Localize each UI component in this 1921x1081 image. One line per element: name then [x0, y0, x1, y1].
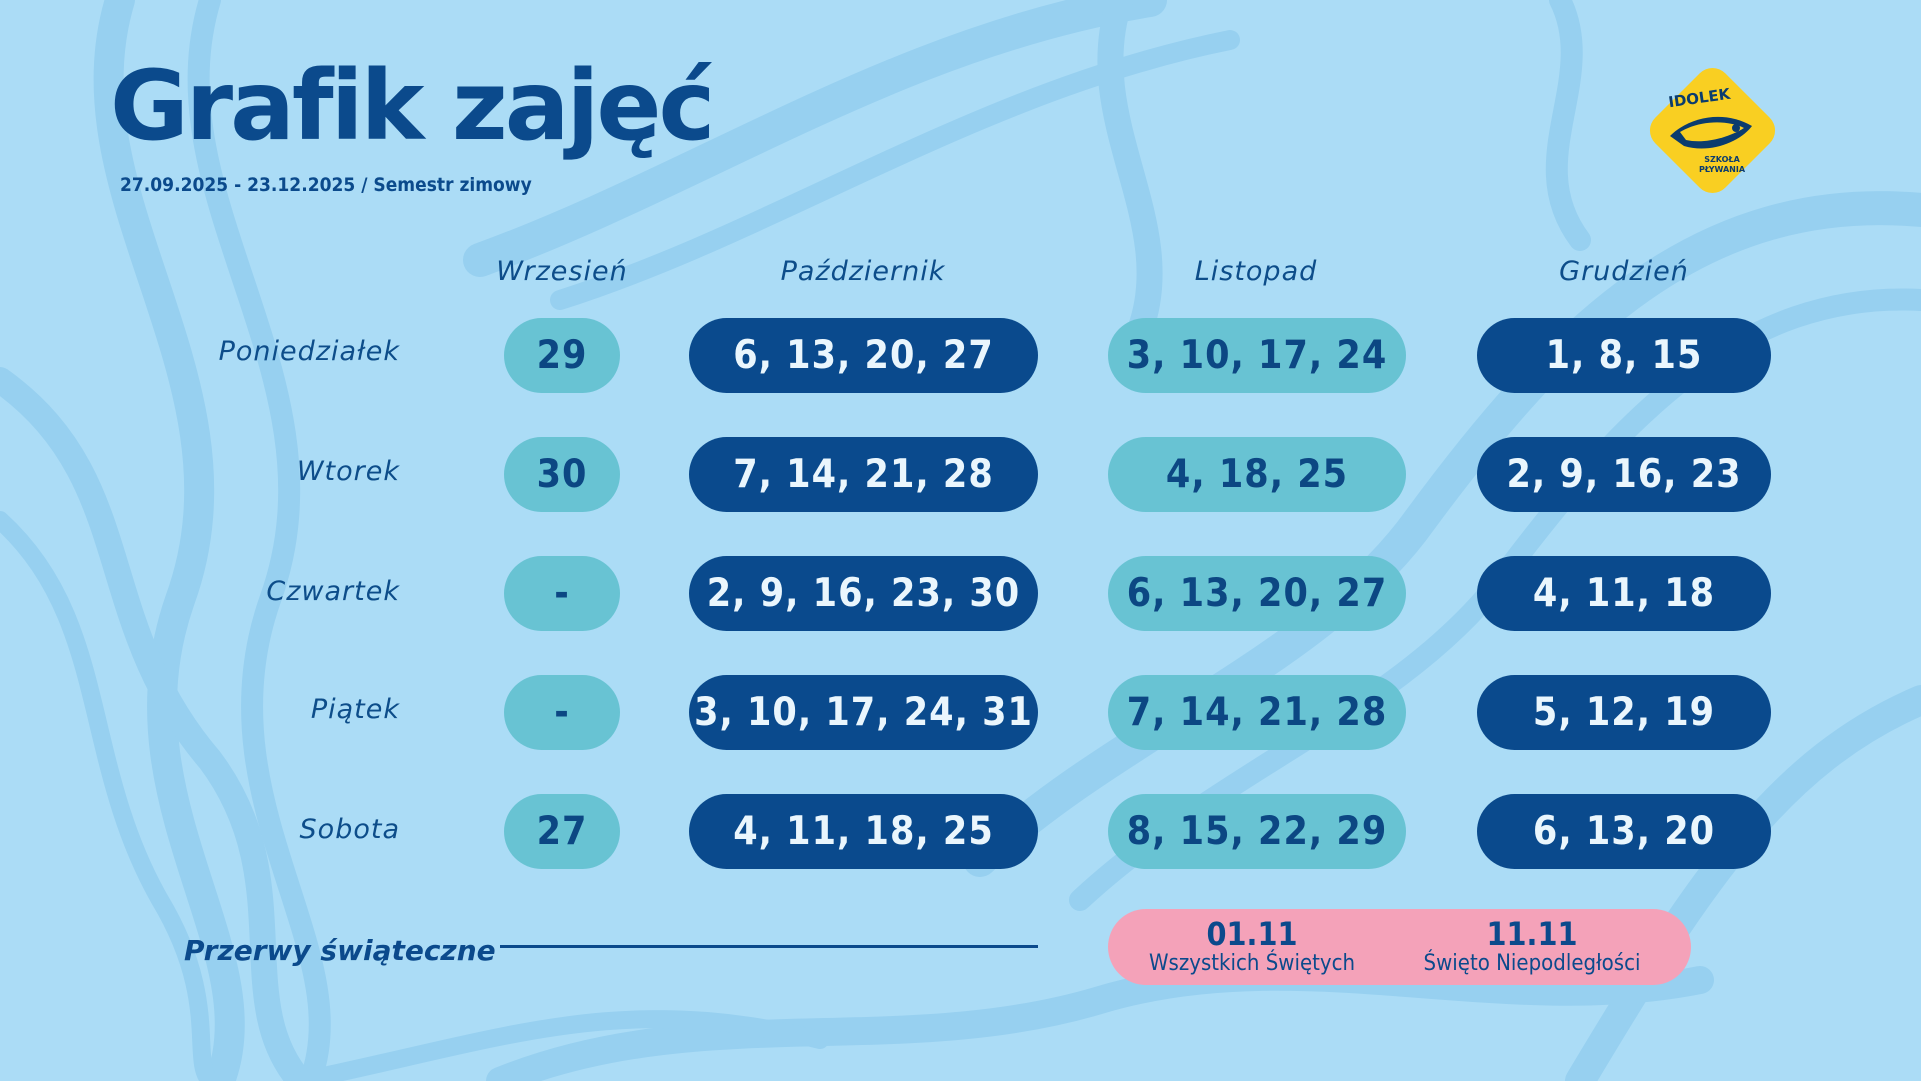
schedule-cell-tuesday-november: 4, 18, 25	[1108, 437, 1406, 512]
schedule-cell-monday-september: 29	[504, 318, 620, 393]
month-header-october: Październik	[780, 256, 946, 287]
day-label-monday: Poniedziałek	[218, 336, 400, 367]
schedule-cell-thursday-september: -	[504, 556, 620, 631]
holiday-independence-day: 11.11 Święto Niepodległości	[1398, 917, 1666, 977]
schedule-cell-monday-december: 1, 8, 15	[1477, 318, 1771, 393]
schedule-cell-tuesday-october: 7, 14, 21, 28	[689, 437, 1038, 512]
day-label-thursday: Czwartek	[266, 576, 400, 607]
schedule-cell-tuesday-december: 2, 9, 16, 23	[1477, 437, 1771, 512]
holiday-breaks-label: Przerwy świąteczne	[184, 934, 496, 967]
schedule-cell-friday-november: 7, 14, 21, 28	[1108, 675, 1406, 750]
schedule-cell-thursday-november: 6, 13, 20, 27	[1108, 556, 1406, 631]
schedule-cell-friday-september: -	[504, 675, 620, 750]
day-label-saturday: Sobota	[299, 814, 400, 845]
schedule-cell-monday-november: 3, 10, 17, 24	[1108, 318, 1406, 393]
schedule-cell-thursday-october: 2, 9, 16, 23, 30	[689, 556, 1038, 631]
school-logo: IDOLEK SZKOŁA PŁYWANIA	[1640, 58, 1785, 203]
schedule-cell-saturday-december: 6, 13, 20	[1477, 794, 1771, 869]
svg-text:PŁYWANIA: PŁYWANIA	[1699, 165, 1746, 174]
day-label-friday: Piątek	[310, 694, 400, 725]
schedule-cell-saturday-october: 4, 11, 18, 25	[689, 794, 1038, 869]
holiday-breaks-pill: 01.11 Wszystkich Świętych 11.11 Święto N…	[1108, 909, 1691, 985]
date-range-subtitle: 27.09.2025 - 23.12.2025 / Semestr zimowy	[120, 174, 532, 196]
schedule-cell-friday-december: 5, 12, 19	[1477, 675, 1771, 750]
holiday-date: 01.11	[1206, 915, 1298, 953]
month-header-november: Listopad	[1194, 256, 1318, 287]
page-title: Grafik zajęć	[110, 50, 715, 162]
day-label-tuesday: Wtorek	[296, 456, 400, 487]
month-header-september: Wrzesień	[496, 256, 628, 287]
schedule-cell-saturday-september: 27	[504, 794, 620, 869]
schedule-cell-saturday-november: 8, 15, 22, 29	[1108, 794, 1406, 869]
month-header-december: Grudzień	[1559, 256, 1689, 287]
schedule-cell-tuesday-september: 30	[504, 437, 620, 512]
schedule-cell-monday-october: 6, 13, 20, 27	[689, 318, 1038, 393]
schedule-cell-thursday-december: 4, 11, 18	[1477, 556, 1771, 631]
holiday-name: Wszystkich Świętych	[1148, 951, 1356, 976]
schedule-cell-friday-october: 3, 10, 17, 24, 31	[689, 675, 1038, 750]
holiday-name: Święto Niepodległości	[1423, 951, 1641, 976]
holiday-all-saints: 01.11 Wszystkich Świętych	[1132, 917, 1372, 977]
svg-text:SZKOŁA: SZKOŁA	[1704, 155, 1740, 164]
holiday-breaks-divider	[500, 945, 1038, 948]
holiday-date: 11.11	[1486, 915, 1578, 953]
